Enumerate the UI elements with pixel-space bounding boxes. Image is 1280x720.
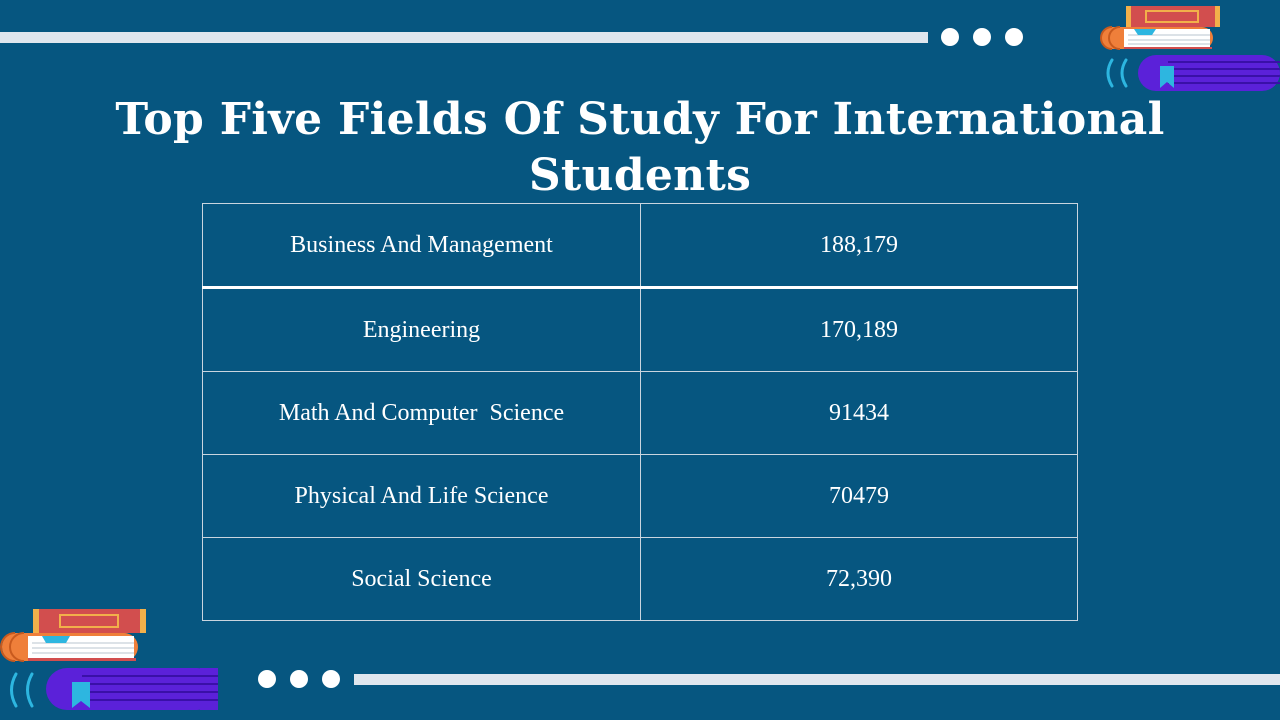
table-row: Business And Management 188,179: [202, 203, 1078, 289]
top-dot-3: [1005, 28, 1023, 46]
field-name-cell: Social Science: [202, 537, 641, 621]
bottom-dot-3: [322, 670, 340, 688]
student-count-cell: 91434: [640, 371, 1078, 455]
book-stack-icon: [1100, 6, 1280, 91]
bottom-dot-2: [290, 670, 308, 688]
student-count-cell: 188,179: [640, 203, 1078, 289]
bottom-divider-bar: [354, 674, 1280, 685]
field-name-cell: Engineering: [202, 287, 641, 372]
student-count-cell: 70479: [640, 454, 1078, 538]
student-count-cell: 170,189: [640, 287, 1078, 372]
student-count-cell: 72,390: [640, 537, 1078, 621]
field-name-cell: Business And Management: [202, 203, 641, 289]
top-dot-2: [973, 28, 991, 46]
top-dot-1: [941, 28, 959, 46]
field-name-cell: Math And Computer Science: [202, 371, 641, 455]
table-row: Engineering 170,189: [202, 287, 1078, 372]
top-divider-bar: [0, 32, 928, 43]
table-row: Physical And Life Science 70479: [202, 454, 1078, 538]
field-name-cell: Physical And Life Science: [202, 454, 641, 538]
table-row: Math And Computer Science 91434: [202, 371, 1078, 455]
bottom-dot-1: [258, 670, 276, 688]
slide-title: Top Five Fields Of Study For Internation…: [115, 94, 1165, 201]
fields-of-study-table: Business And Management 188,179 Engineer…: [202, 203, 1078, 621]
table-row: Social Science 72,390: [202, 537, 1078, 621]
book-stack-icon: [0, 609, 218, 710]
